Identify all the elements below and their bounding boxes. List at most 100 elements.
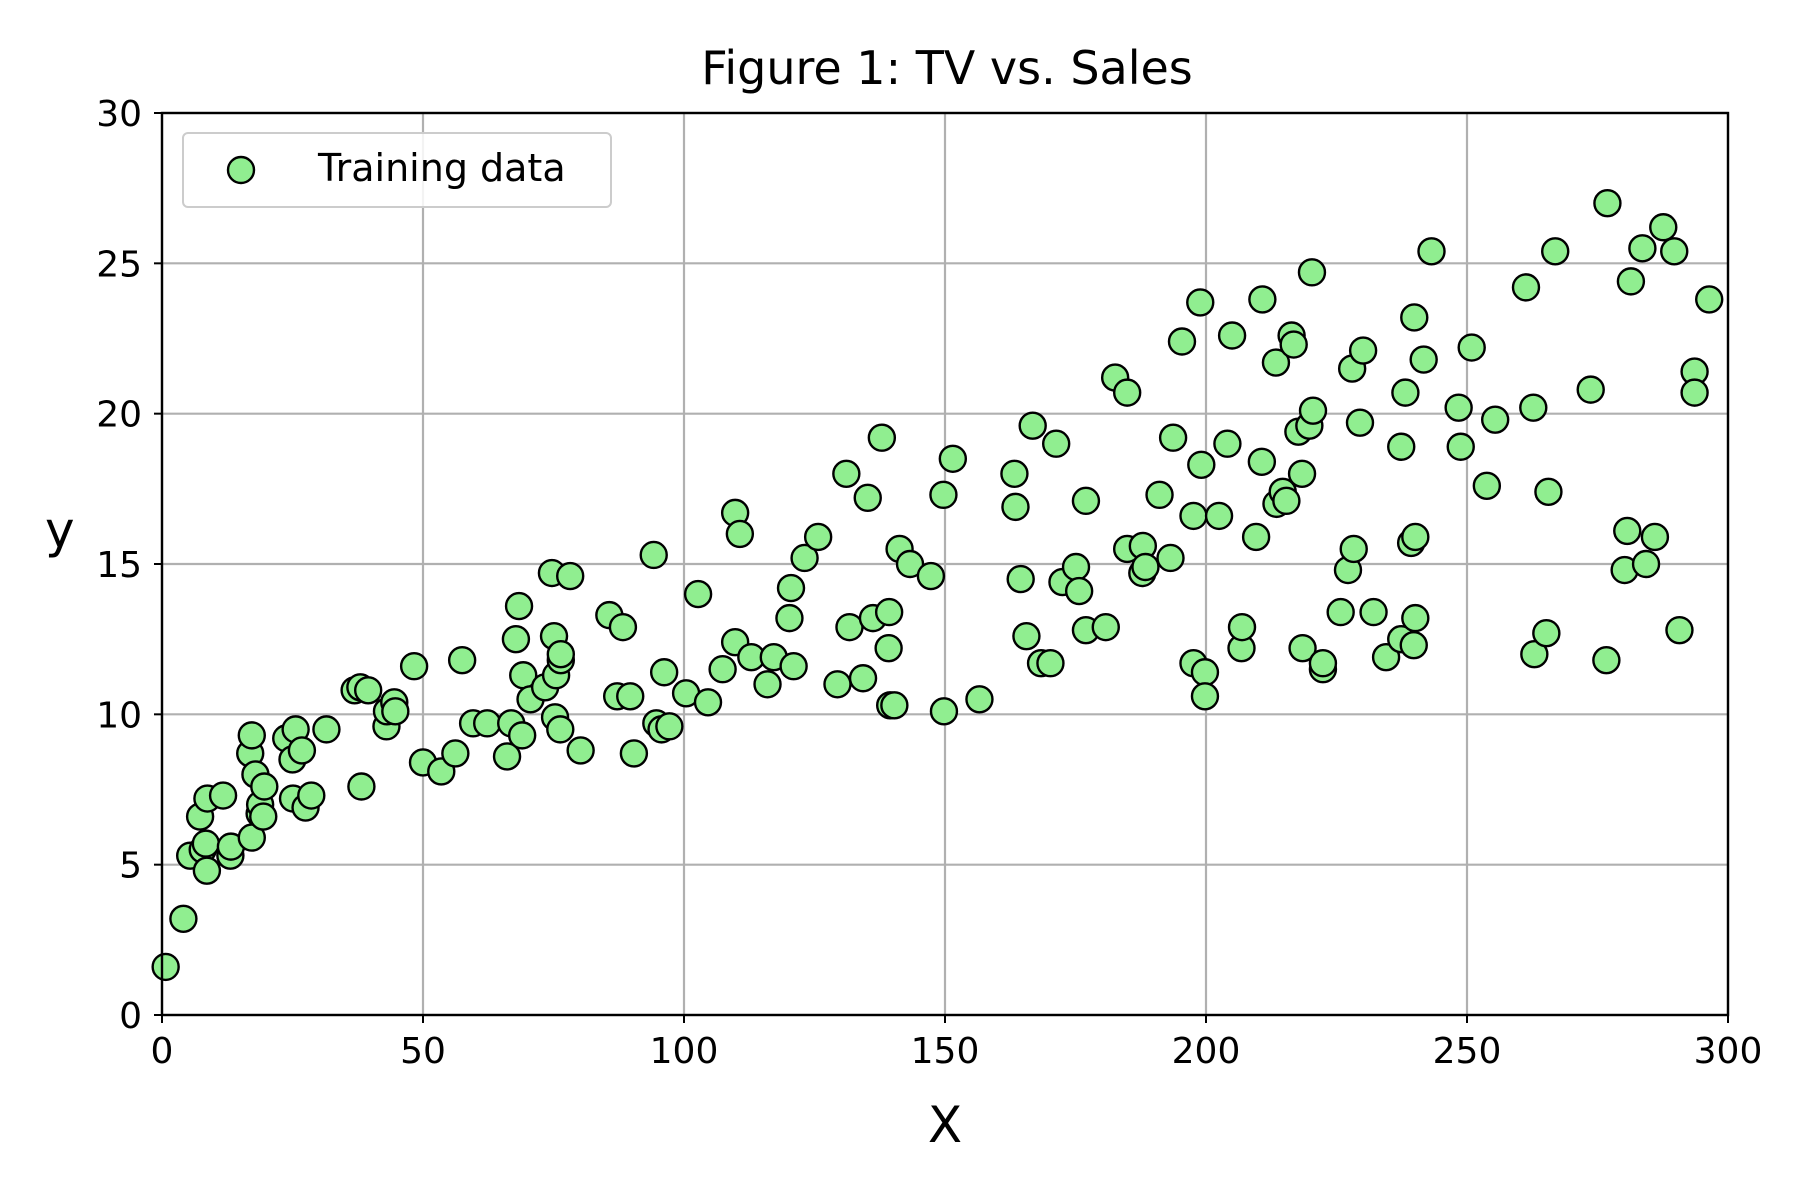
data-point xyxy=(1187,450,1216,479)
data-point xyxy=(1649,213,1678,242)
data-point xyxy=(1287,459,1317,488)
data-point xyxy=(473,709,502,738)
data-point xyxy=(725,519,755,549)
data-point xyxy=(1213,429,1242,458)
data-point xyxy=(1532,618,1561,648)
y-tick-label: 30 xyxy=(96,94,142,135)
data-point xyxy=(1631,549,1661,579)
data-point xyxy=(853,483,882,513)
x-tick-label: 50 xyxy=(400,1031,446,1072)
data-point xyxy=(1359,597,1388,627)
data-point xyxy=(1613,516,1642,546)
x-tick-label: 300 xyxy=(1694,1031,1763,1072)
data-point xyxy=(823,670,852,699)
chart-title: Figure 1: TV vs. Sales xyxy=(701,41,1193,95)
data-point xyxy=(1288,633,1317,663)
data-point xyxy=(916,561,946,591)
data-point xyxy=(1297,258,1327,287)
data-point xyxy=(1061,552,1091,582)
data-point xyxy=(1519,393,1548,422)
data-point xyxy=(250,772,279,801)
x-tick-label: 100 xyxy=(650,1031,719,1072)
data-point xyxy=(1158,423,1188,452)
data-point xyxy=(1227,612,1257,642)
data-point xyxy=(1387,432,1416,461)
data-point xyxy=(1241,522,1271,552)
data-point xyxy=(753,670,782,699)
data-point xyxy=(1339,534,1368,564)
data-point xyxy=(1391,378,1420,407)
data-point xyxy=(1190,658,1220,687)
data-point xyxy=(683,579,713,609)
data-point xyxy=(1399,630,1428,660)
data-point xyxy=(297,781,326,810)
data-point xyxy=(501,624,531,654)
data-point xyxy=(1371,643,1401,672)
y-tick-label: 25 xyxy=(96,244,142,285)
data-point xyxy=(1006,564,1035,594)
y-axis-label: y xyxy=(45,501,75,559)
data-point xyxy=(929,697,959,726)
data-point xyxy=(1345,408,1375,437)
data-point xyxy=(151,952,180,982)
data-point xyxy=(1480,405,1510,434)
data-point xyxy=(192,856,222,885)
y-tick-label: 5 xyxy=(119,846,142,887)
data-point xyxy=(803,522,833,552)
data-point xyxy=(938,444,968,473)
data-point xyxy=(874,597,904,627)
data-point xyxy=(237,721,266,750)
data-point xyxy=(1145,480,1174,510)
data-point xyxy=(1400,303,1429,332)
data-point xyxy=(1131,552,1160,582)
y-tick-label: 0 xyxy=(119,996,142,1037)
data-point xyxy=(1401,603,1430,633)
axis-ticks: 0 50 100 150 200 250 300 0 5 10 15 20 25 30 xyxy=(96,94,1762,1072)
data-point xyxy=(1444,393,1473,422)
data-point xyxy=(1308,649,1338,678)
data-point xyxy=(929,480,958,510)
data-point xyxy=(880,691,909,720)
data-point xyxy=(655,712,684,741)
data-point xyxy=(1186,288,1215,317)
data-point xyxy=(693,688,723,717)
y-tick-label: 10 xyxy=(96,695,142,736)
data-points xyxy=(151,188,1724,982)
data-point xyxy=(347,772,376,801)
data-point xyxy=(287,736,317,765)
data-point xyxy=(848,664,878,693)
data-point xyxy=(776,573,806,603)
data-point xyxy=(492,742,522,771)
x-tick-label: 150 xyxy=(911,1031,980,1072)
y-tick-label: 15 xyxy=(96,545,142,586)
data-point xyxy=(1628,234,1657,263)
data-point xyxy=(790,543,819,573)
data-point xyxy=(1472,471,1502,501)
data-point xyxy=(1401,522,1430,552)
data-point xyxy=(1156,543,1185,573)
data-point xyxy=(1695,285,1724,314)
data-point xyxy=(441,739,470,768)
data-point xyxy=(249,802,278,831)
data-point xyxy=(1298,396,1328,425)
data-point xyxy=(1534,477,1563,507)
data-point xyxy=(1665,615,1694,645)
data-point xyxy=(556,561,585,591)
x-tick-label: 250 xyxy=(1433,1031,1502,1072)
data-point xyxy=(546,640,576,669)
data-point xyxy=(1680,378,1709,407)
data-point xyxy=(1247,447,1277,476)
data-point xyxy=(1071,486,1101,516)
data-point xyxy=(1012,621,1041,651)
data-point xyxy=(1348,336,1378,365)
data-point xyxy=(1041,429,1071,458)
legend: Training data xyxy=(182,132,612,208)
data-point xyxy=(867,423,897,452)
data-point xyxy=(1064,576,1094,606)
data-point xyxy=(965,685,994,714)
data-point xyxy=(1001,492,1030,522)
data-point xyxy=(1520,640,1549,669)
data-point xyxy=(1018,411,1047,440)
data-point xyxy=(895,549,925,579)
data-point xyxy=(507,721,537,750)
